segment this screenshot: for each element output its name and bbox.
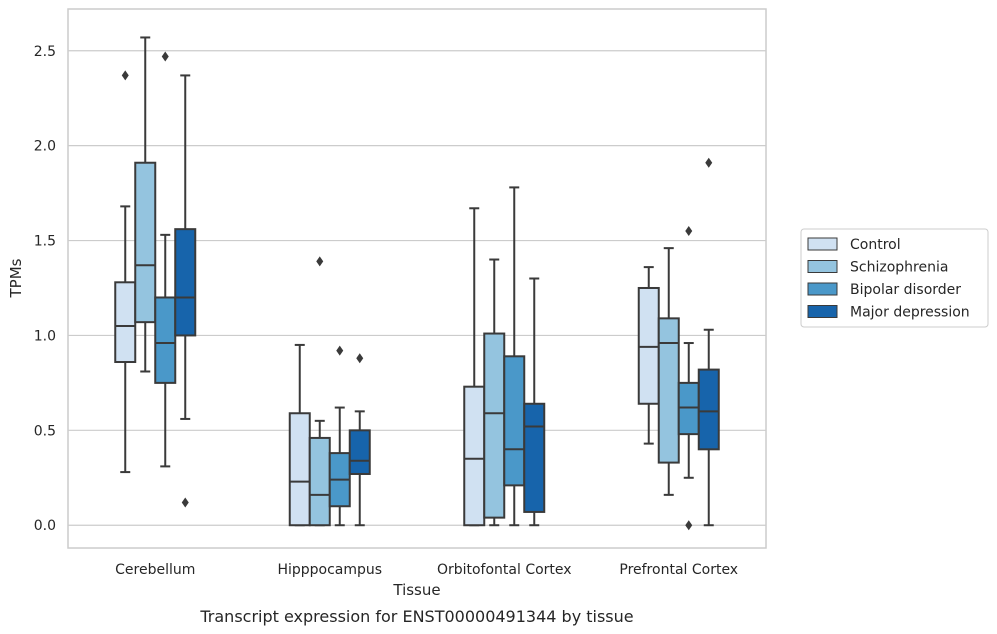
box-group [523, 277, 546, 527]
y-tick-label: 2.0 [34, 139, 56, 155]
legend-swatch [807, 305, 838, 318]
box-group [328, 345, 351, 527]
outlier-point [685, 226, 693, 237]
box-series [114, 36, 720, 531]
box-group [174, 74, 197, 508]
box [503, 355, 526, 487]
series-bipolar-disorder [154, 51, 700, 531]
plot-area-frame [67, 8, 767, 549]
y-axis-title: TPMs [7, 258, 25, 298]
box-group [697, 157, 720, 527]
outlier-point [181, 497, 189, 508]
box [697, 368, 720, 451]
series-control [114, 70, 660, 527]
box-group [134, 36, 157, 373]
legend-swatch [807, 237, 838, 251]
legend-label: Major depression [850, 305, 970, 321]
box [348, 429, 371, 475]
box [308, 436, 331, 527]
box-group [308, 256, 331, 527]
legend-label: Schizophrenia [850, 260, 948, 276]
box [174, 228, 197, 337]
legend-items: Control Schizophrenia Bipolar disorder Majo… [807, 237, 970, 321]
y-tick-label: 0.5 [34, 423, 56, 439]
x-axis-title: Tissue [392, 581, 440, 599]
box-group [348, 353, 371, 527]
box [134, 161, 157, 324]
box-group [288, 343, 311, 527]
outlier-point [685, 520, 693, 531]
box [657, 317, 680, 464]
outlier-point [316, 256, 324, 267]
y-tick-label: 2.5 [34, 44, 56, 60]
x-tick-labels: Cerebellum Hipppocampus Orbitofontal Corte… [115, 562, 738, 578]
x-tick-label: Prefrontal Cortex [619, 562, 738, 578]
y-tick-labels: 0.0 0.5 1.0 1.5 2.0 2.5 [34, 44, 56, 534]
chart-caption: Transcript expression for ENST0000049134… [199, 607, 633, 626]
x-tick-label: Hipppocampus [277, 562, 382, 578]
outlier-point [356, 353, 364, 364]
box [483, 332, 506, 519]
x-tick-label: Orbitofontal Cortex [437, 562, 572, 578]
box [463, 385, 486, 527]
box [114, 281, 137, 364]
legend-swatch [807, 260, 838, 273]
box [288, 412, 311, 527]
legend-swatch [807, 282, 838, 296]
outlier-point [336, 345, 344, 356]
outlier-point [121, 70, 129, 81]
box [523, 402, 546, 513]
y-tick-label: 1.0 [34, 328, 56, 344]
outlier-point [705, 157, 713, 168]
box-group [154, 51, 177, 468]
legend-label: Control [850, 237, 901, 253]
legend-label: Bipolar disorder [850, 282, 961, 298]
legend-frame [800, 228, 989, 328]
box [154, 296, 177, 384]
series-schizophrenia [134, 36, 680, 527]
box-group [503, 186, 526, 527]
y-tick-label: 1.5 [34, 234, 56, 250]
y-tick-label: 0.0 [34, 518, 56, 534]
series-major-depression [174, 74, 720, 527]
x-tick-label: Cerebellum [115, 562, 195, 578]
legend: Control Schizophrenia Bipolar disorder Majo… [800, 228, 989, 328]
box-group [657, 247, 680, 496]
outlier-point [161, 51, 169, 62]
box-group [677, 226, 700, 531]
